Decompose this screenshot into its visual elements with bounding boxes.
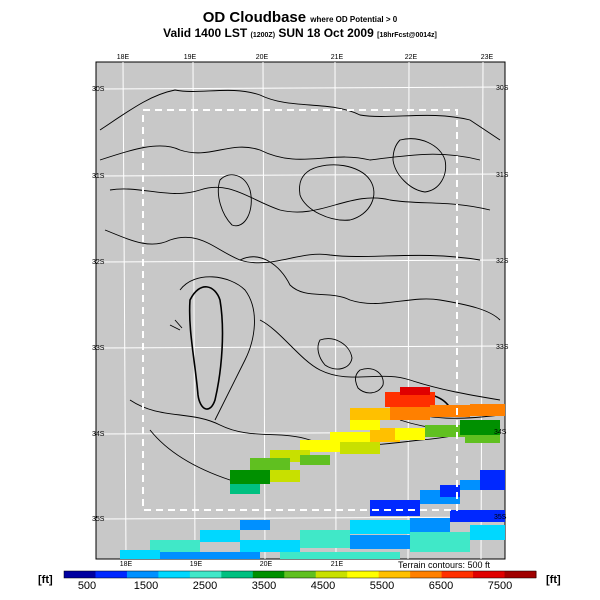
colorbar-tick-label: 7500	[488, 580, 512, 592]
inner-domain-box	[142, 109, 458, 511]
lat-label-left: 31S	[92, 173, 105, 180]
colorbar-tick-label: 6500	[429, 580, 453, 592]
lon-label-top: 19E	[184, 54, 197, 61]
colorbar-swatch	[252, 571, 285, 578]
colorbar-swatch	[410, 571, 443, 578]
lat-label-right: 35S	[494, 514, 507, 521]
colorbar-swatch	[473, 571, 506, 578]
map-title: OD Cloudbase where OD Potential > 0	[0, 9, 600, 26]
lat-label-left: 30S	[92, 86, 105, 93]
cloudbase-cells	[120, 387, 505, 559]
run-info: [18hrFcst@0014z]	[377, 32, 437, 39]
lat-label-left: 33S	[92, 345, 105, 352]
title-main-text: OD Cloudbase	[202, 9, 307, 26]
colorbar-ticks: 500 1500 2500 3500 4500 5500 6500 7500	[78, 580, 512, 592]
lon-label-bottom: 19E	[190, 561, 203, 568]
colorbar-tick-label: 5500	[370, 580, 394, 592]
colorbar-swatch	[64, 571, 96, 578]
lat-label-left: 34S	[92, 431, 105, 438]
lon-label-top: 18E	[117, 54, 130, 61]
lon-label-top: 22E	[405, 54, 418, 61]
colorbar-swatch	[504, 571, 537, 578]
lat-label-right: 34S	[494, 429, 507, 436]
terrain-contour-note: Terrain contours: 500 ft	[398, 560, 491, 570]
colorbar-tick-label: 500	[78, 580, 96, 592]
map-background	[95, 61, 506, 560]
colorbar-swatch	[189, 571, 222, 578]
lat-label-left: 32S	[92, 259, 105, 266]
colorbar-swatch	[441, 571, 474, 578]
colorbar	[63, 570, 537, 579]
lat-label-right: 32S	[496, 258, 509, 265]
colorbar-tick-label: 4500	[311, 580, 335, 592]
colorbar-swatch	[378, 571, 411, 578]
colorbar-swatch	[126, 571, 159, 578]
colorbar-swatch	[95, 571, 128, 578]
colorbar-tick-label: 1500	[134, 580, 158, 592]
colorbar-tick-label: 2500	[193, 580, 217, 592]
colorbar-swatch	[347, 571, 380, 578]
colorbar-swatch	[221, 571, 254, 578]
colorbar-swatch	[284, 571, 317, 578]
lon-label-top: 23E	[481, 54, 494, 61]
colorbar-border	[63, 570, 537, 579]
colorbar-unit-left: [ft]	[38, 574, 53, 586]
valid-line-text: Valid 1400 LST	[163, 26, 248, 40]
lon-label-bottom: 21E	[331, 561, 344, 568]
valid-code: (1200Z)	[250, 32, 276, 39]
colorbar-tick-label: 3500	[252, 580, 276, 592]
lat-label-right: 33S	[496, 344, 509, 351]
lat-label-left: 35S	[92, 516, 105, 523]
valid-date: SUN 18 Oct 2009	[278, 26, 374, 40]
lon-label-top: 21E	[331, 54, 344, 61]
colorbar-swatch	[158, 571, 191, 578]
colorbar-swatch	[315, 571, 348, 578]
graticule	[95, 61, 506, 560]
colorbar-unit-right: [ft]	[546, 574, 561, 586]
lon-label-bottom: 18E	[120, 561, 133, 568]
lat-label-right: 31S	[496, 172, 509, 179]
lon-label-top: 20E	[256, 54, 269, 61]
lat-label-right: 30S	[496, 85, 509, 92]
lon-label-bottom: 20E	[260, 561, 273, 568]
title-suffix: where OD Potential > 0	[310, 15, 398, 24]
valid-time-line: Valid 1400 LST (1200Z) SUN 18 Oct 2009 […	[0, 26, 600, 40]
